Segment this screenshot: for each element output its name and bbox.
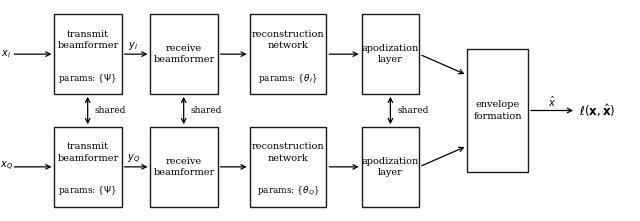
- Text: apodization
layer: apodization layer: [362, 157, 419, 177]
- Text: reconstruction
network: reconstruction network: [252, 143, 324, 163]
- Bar: [150, 14, 218, 94]
- Text: params: {$\Psi$}: params: {$\Psi$}: [58, 72, 118, 84]
- Text: params: {$\Psi$}: params: {$\Psi$}: [58, 184, 118, 197]
- Bar: [54, 14, 122, 94]
- Text: $\hat{x}$: $\hat{x}$: [548, 95, 556, 109]
- Text: $y_I$: $y_I$: [128, 40, 138, 52]
- Text: envelope
formation: envelope formation: [474, 101, 522, 120]
- Text: $x_Q$: $x_Q$: [0, 160, 13, 173]
- Text: params: {$\theta_{I}$}: params: {$\theta_{I}$}: [258, 72, 318, 84]
- Bar: [150, 127, 218, 207]
- Text: receive
beamformer: receive beamformer: [154, 44, 214, 64]
- Text: transmit
beamformer: transmit beamformer: [58, 143, 118, 163]
- Text: params: {$\theta_{Q}$}: params: {$\theta_{Q}$}: [257, 184, 319, 197]
- Text: $x_I$: $x_I$: [1, 48, 12, 60]
- Text: reconstruction
network: reconstruction network: [252, 30, 324, 50]
- Bar: [250, 127, 326, 207]
- Text: shared: shared: [397, 106, 429, 115]
- Bar: [362, 127, 419, 207]
- Text: shared: shared: [95, 106, 126, 115]
- Text: receive
beamformer: receive beamformer: [154, 157, 214, 177]
- Text: $y_Q$: $y_Q$: [127, 152, 140, 166]
- Bar: [362, 14, 419, 94]
- Bar: [250, 14, 326, 94]
- Bar: [467, 49, 528, 172]
- Text: transmit
beamformer: transmit beamformer: [58, 30, 118, 50]
- Text: shared: shared: [191, 106, 222, 115]
- Bar: [54, 127, 122, 207]
- Text: $\ell(\mathbf{x}, \hat{\mathbf{x}})$: $\ell(\mathbf{x}, \hat{\mathbf{x}})$: [579, 102, 615, 119]
- Text: apodization
layer: apodization layer: [362, 44, 419, 64]
